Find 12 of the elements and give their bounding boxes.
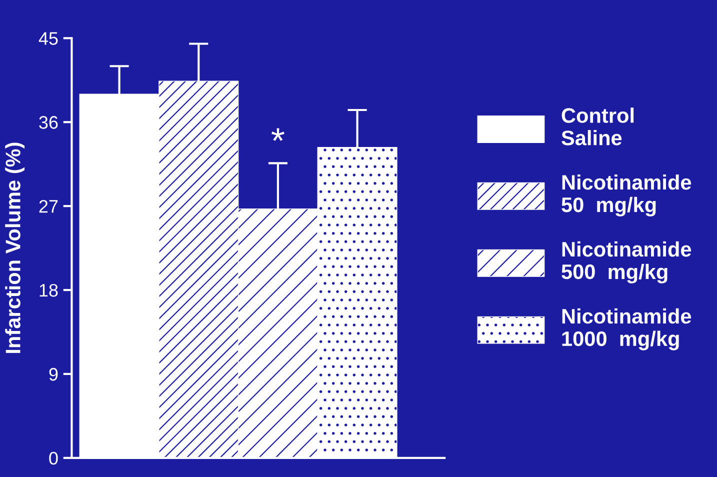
y-tick-label: 0 bbox=[49, 452, 58, 465]
legend-label: Nicotinamide 500 mg/kg bbox=[562, 241, 692, 284]
y-axis-title: Infarction Volume (%) bbox=[5, 142, 25, 353]
legend-label: Nicotinamide 50 mg/kg bbox=[562, 174, 692, 216]
legend-label: Control Saline bbox=[562, 108, 634, 146]
legend-label: Nicotinamide 1000 mg/kg bbox=[562, 308, 692, 350]
y-tick-label: 9 bbox=[49, 368, 58, 381]
y-tick-label: 18 bbox=[40, 284, 58, 297]
annotation: * bbox=[272, 128, 284, 141]
y-tick-label: 36 bbox=[39, 116, 58, 129]
y-tick-label: 27 bbox=[39, 200, 58, 213]
y-tick-label: 45 bbox=[38, 32, 58, 45]
